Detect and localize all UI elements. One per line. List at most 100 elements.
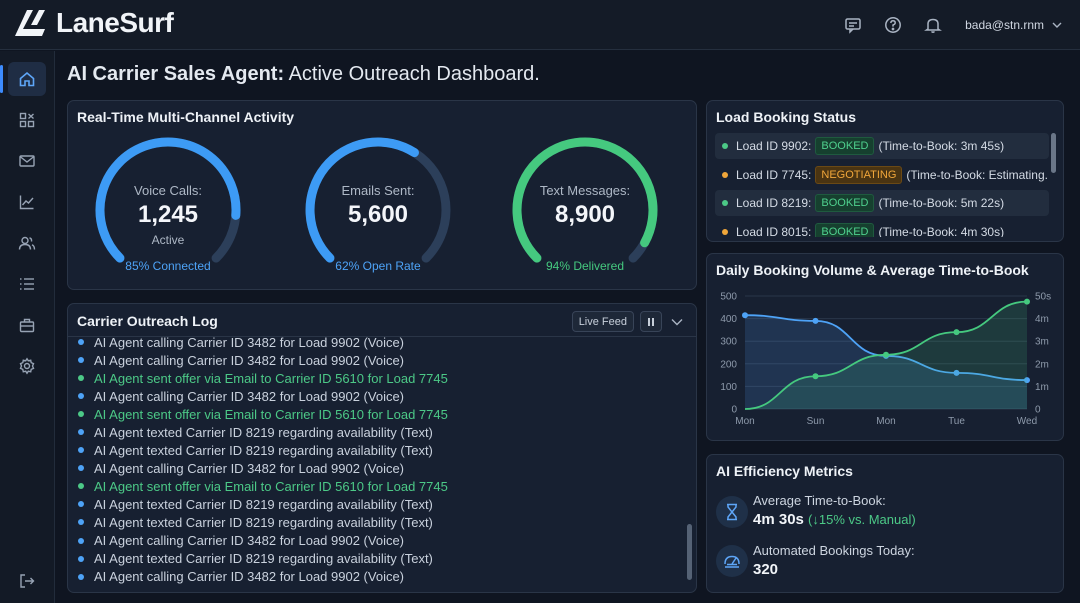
status-dot (722, 228, 728, 235)
x-tick-label: Wed (1017, 416, 1037, 427)
data-point (742, 312, 748, 319)
home-icon[interactable] (0, 62, 46, 96)
users-icon[interactable] (8, 226, 46, 260)
y2-tick-label: 50s (1035, 292, 1051, 303)
bell-icon[interactable] (921, 13, 945, 37)
log-list[interactable]: AI Agent calling Carrier ID 3482 for Loa… (78, 333, 678, 585)
booking-scrollbar[interactable] (1051, 133, 1056, 173)
log-entry: AI Agent calling Carrier ID 3482 for Loa… (78, 459, 678, 477)
log-entry: AI Agent calling Carrier ID 3482 for Loa… (78, 387, 678, 405)
avg-time-label: Average Time-to-Book: (753, 493, 886, 508)
status-dot (78, 537, 84, 544)
status-badge: BOOKED (815, 194, 875, 212)
log-title: Carrier Outreach Log (77, 313, 218, 329)
log-entry-text: AI Agent texted Carrier ID 8219 regardin… (94, 514, 433, 530)
booking-title: Load Booking Status (716, 109, 856, 125)
x-tick-label: Tue (948, 416, 965, 427)
divider (68, 336, 696, 337)
apps-icon[interactable] (8, 103, 46, 137)
status-dot (78, 501, 84, 508)
gauge-arc (95, 137, 241, 263)
line-chart: 0 0 100 1m 200 2m 300 3m 400 4m 500 50s Mon Sun Mon Tue… (720, 292, 1051, 428)
gauge-footer: 85% Connected (125, 259, 211, 273)
log-entry: AI Agent sent offer via Email to Carrier… (78, 477, 678, 495)
list-icon[interactable] (8, 267, 46, 301)
status-dot (78, 555, 84, 562)
log-entry: AI Agent texted Carrier ID 8219 regardin… (78, 550, 678, 568)
settings-icon[interactable] (8, 349, 46, 383)
y-tick-label: 0 (731, 405, 737, 416)
load-id: Load ID 9902: (736, 139, 812, 153)
help-icon[interactable] (881, 13, 905, 37)
activity-title: Real-Time Multi-Channel Activity (77, 109, 295, 125)
text-messages-gauge: Text Messages: 8,900 94% Delivered (505, 137, 665, 287)
briefcase-icon[interactable] (8, 308, 46, 342)
data-point (1024, 377, 1030, 384)
log-entry: AI Agent calling Carrier ID 3482 for Loa… (78, 532, 678, 550)
y-tick-label: 400 (720, 314, 737, 325)
outreach-log-panel: Carrier Outreach Log Live Feed AI Agent … (67, 303, 697, 593)
time-to-book: (Time-to-Book: Estimating... (906, 167, 1049, 182)
user-email: bada@stn.rnm (965, 18, 1044, 32)
hourglass-icon (716, 496, 748, 528)
app-logo[interactable]: LaneSurf (12, 7, 174, 39)
pause-icon (648, 317, 654, 326)
analytics-icon[interactable] (8, 185, 46, 219)
log-entry-text: AI Agent texted Carrier ID 8219 regardin… (94, 424, 433, 440)
live-feed-button[interactable]: Live Feed (571, 311, 634, 332)
gauge-label: Voice Calls: (134, 183, 202, 198)
booking-row[interactable]: Load ID 8219: BOOKED (Time-to-Book: 5m 22s… (715, 190, 1049, 216)
status-dot (78, 357, 84, 364)
chevron-down-icon (1052, 22, 1062, 28)
data-point (883, 351, 889, 358)
series-area (745, 315, 1027, 409)
data-point (1024, 298, 1030, 305)
status-dot (78, 339, 84, 346)
chat-icon[interactable] (841, 13, 865, 37)
status-dot (78, 447, 84, 454)
auto-bookings-value: 320 (753, 561, 779, 578)
gauge-arc (305, 137, 451, 263)
load-id: Load ID 8015: (736, 224, 812, 238)
emails-sent-gauge: Emails Sent: 5,600 62% Open Rate (298, 137, 458, 287)
booking-list[interactable]: Load ID 9902: BOOKED (Time-to-Book: 3m 45s… (715, 133, 1049, 237)
y2-tick-label: 1m (1035, 382, 1049, 393)
pause-button[interactable] (640, 311, 662, 332)
efficiency-metrics-panel: AI Efficiency Metrics Average Time-to-Bo… (706, 454, 1064, 593)
avg-time-value: 4m 30s (↓15% vs. Manual) (753, 511, 916, 528)
gauge-value: 5,600 (347, 201, 409, 228)
user-menu[interactable]: bada@stn.rnm (965, 18, 1062, 32)
volume-chart-panel: Daily Booking Volume & Average Time-to-B… (706, 253, 1064, 441)
gauge-footer: 94% Delivered (545, 259, 625, 273)
collapse-button[interactable] (668, 312, 686, 332)
chart-title: Daily Booking Volume & Average Time-to-B… (716, 262, 1029, 278)
status-dot (78, 375, 84, 382)
booking-row[interactable]: Load ID 8015: BOOKED (Time-to-Book: 4m 30s… (715, 219, 1049, 238)
x-tick-label: Sun (807, 416, 825, 427)
status-dot (78, 411, 84, 418)
gauge-sub: Active (151, 233, 185, 247)
log-entry: AI Agent sent offer via Email to Carrier… (78, 369, 678, 387)
booking-row[interactable]: Load ID 9902: BOOKED (Time-to-Book: 3m 45s… (715, 133, 1049, 159)
status-badge: BOOKED (815, 222, 875, 237)
y2-tick-label: 3m (1035, 337, 1049, 348)
logout-icon[interactable] (8, 564, 46, 598)
log-entry-text: AI Agent calling Carrier ID 3482 for Loa… (94, 388, 405, 404)
booking-row[interactable]: Load ID 7745: NEGOTIATING (Time-to-Book: E… (715, 162, 1049, 188)
log-entry-text: AI Agent calling Carrier ID 3482 for Loa… (94, 460, 405, 476)
log-scrollbar[interactable] (687, 524, 692, 580)
log-entry-text: AI Agent texted Carrier ID 8219 regardin… (94, 496, 433, 512)
load-id: Load ID 7745: (736, 167, 812, 182)
mail-icon[interactable] (8, 144, 46, 178)
log-entry-text: AI Agent sent offer via Email to Carrier… (94, 370, 448, 386)
status-dot (78, 573, 84, 580)
gauge-label: Text Messages: (539, 183, 631, 198)
metrics-title: AI Efficiency Metrics (716, 463, 853, 479)
top-bar: LaneSurf bada@stn.rnm (0, 0, 1080, 50)
status-dot (78, 465, 84, 472)
x-tick-label: Mon (876, 416, 895, 427)
avg-time-number: 4m 30s (753, 511, 804, 528)
y-tick-label: 200 (720, 359, 737, 370)
log-entry: AI Agent texted Carrier ID 8219 regardin… (78, 441, 678, 459)
status-dot (722, 171, 728, 178)
